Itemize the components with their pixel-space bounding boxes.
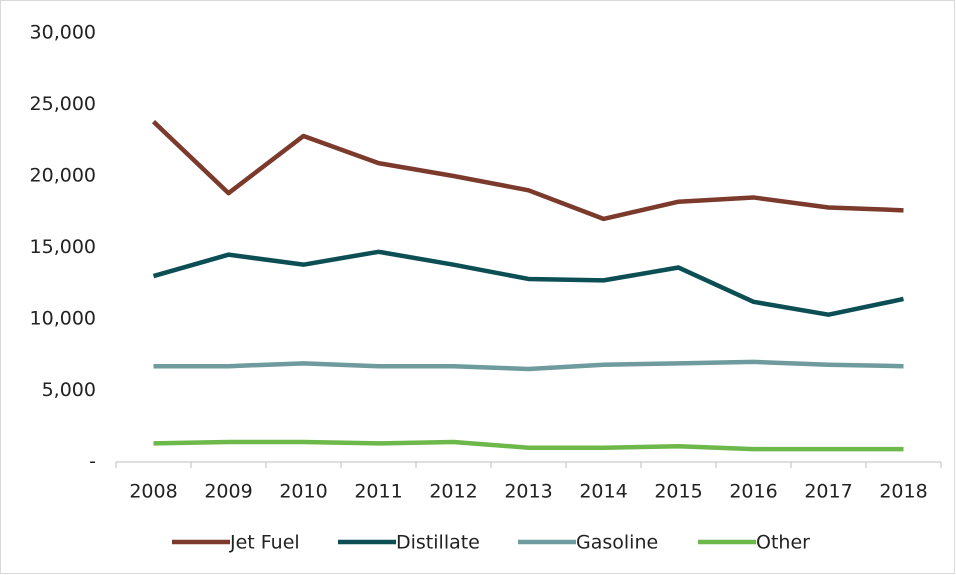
x-tick-label: 2012 <box>429 481 477 503</box>
series-line <box>153 439 904 452</box>
y-tick-label: 25,000 <box>30 93 96 115</box>
series-line <box>153 359 904 372</box>
series-line <box>151 120 904 222</box>
x-tick-label: 2008 <box>129 481 177 503</box>
x-tick-label: 2009 <box>204 481 252 503</box>
x-tick-label: 2011 <box>354 481 402 503</box>
x-tick-label: 2013 <box>504 481 552 503</box>
y-tick-label: - <box>89 451 96 473</box>
legend-label: Gasoline <box>576 532 658 554</box>
x-tick-label: 2018 <box>879 481 927 503</box>
x-tick-label: 2015 <box>654 481 702 503</box>
y-tick-label: 5,000 <box>42 379 96 401</box>
x-tick-label: 2014 <box>579 481 627 503</box>
legend-label: Other <box>756 532 810 554</box>
x-tick-label: 2017 <box>804 481 852 503</box>
series-line <box>152 249 904 317</box>
y-tick-label: 15,000 <box>30 236 96 258</box>
y-tick-label: 30,000 <box>30 22 96 44</box>
x-tick-label: 2016 <box>729 481 777 503</box>
y-tick-label: 10,000 <box>30 308 96 330</box>
legend-label: Distillate <box>396 532 480 554</box>
x-tick-label: 2010 <box>279 481 327 503</box>
y-tick-label: 20,000 <box>30 165 96 187</box>
legend-label: Jet Fuel <box>229 532 300 554</box>
